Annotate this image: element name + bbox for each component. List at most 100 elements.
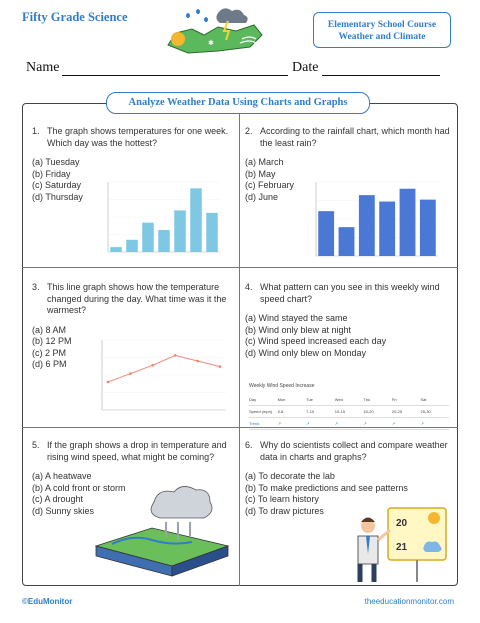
date-label: Date [292,60,319,75]
answer-option[interactable]: (d) Thursday [32,191,83,202]
answer-option[interactable]: (a) March [245,157,284,167]
question-6: 6. Why do scientists collect and compare … [245,440,450,517]
wind-table-cell: Day [249,397,257,402]
answer-option[interactable]: (d) June [245,191,279,202]
weather-presenter-illustration: 20 21 [357,507,447,582]
question-text: This line graph shows how the temperatur… [47,282,227,315]
section-title: Analyze Weather Data Using Charts and Gr… [106,92,370,114]
temperature-bar-chart [107,181,220,253]
footer-copyright: ©EduMonitor [22,597,73,606]
answer-option[interactable]: (c) Saturday [32,180,82,190]
wind-table-cell: 15-20 [363,409,374,414]
wind-table-cell: Mon [277,397,286,402]
wind-table-cell: 25-30 [420,409,431,414]
answer-option[interactable]: (a) 8 AM [32,324,67,335]
chart-point [129,372,132,375]
answer-option[interactable]: (c) February [245,180,295,190]
question-text: Why do scientists collect and compare we… [260,440,448,462]
column-divider [239,112,240,586]
question-number: 2. [245,126,253,136]
brand-title: Fifty Grade Science [22,10,128,24]
wind-table-cell: Fri [391,397,397,402]
chart-bar [158,229,170,252]
svg-text:✱: ✱ [208,39,214,47]
question-3: 3. This line graph shows how the temperat… [32,282,232,371]
answer-option[interactable]: (c) To learn history [245,494,319,504]
wind-table-cell: Tue [306,397,313,402]
answer-option[interactable]: (b) Friday [32,168,71,179]
wind-table-cell: ↗ [363,421,367,426]
course-line-1: Elementary School Course [327,20,437,30]
question-number: 1. [32,126,40,136]
answer-option[interactable]: (b) 12 PM [32,336,72,346]
question-text: According to the rainfall chart, which m… [260,126,450,148]
question-5: 5. If the graph shows a drop in temperatu… [32,440,232,517]
name-label: Name [26,60,60,75]
question-number: 5. [32,440,40,450]
board-temp-bottom: 21 [396,542,408,553]
board-temp-top: 20 [396,518,408,529]
wind-table-cell: 20-25 [391,409,403,414]
chart-point [173,354,177,357]
chart-bar [338,227,355,256]
chart-line [107,354,221,383]
chart-bar [174,210,186,252]
answer-option[interactable]: (c) A drought [32,494,84,504]
answer-option[interactable]: (d) Sunny skies [32,505,95,516]
chart-bar [110,247,122,252]
footer-website[interactable]: theeducationmonitor.com [364,597,454,606]
chart-bar [126,239,138,252]
answer-option[interactable]: (a) A heatwave [32,471,92,481]
wind-table-cell: Wed [334,397,343,402]
question-number: 6. [245,440,253,450]
answer-option[interactable]: (d) Wind only blew on Monday [245,347,367,358]
chart-bar [399,188,416,256]
answer-option[interactable]: (a) Wind stayed the same [245,313,348,323]
chart-point [151,363,155,367]
wind-table-cell: Speed (mph) [249,409,273,414]
chart-bar [190,188,202,252]
wind-table-row: Day Mon Tue Wed Thu Fri Sat [249,394,449,406]
wind-table-cell: ↗ [420,421,424,426]
wind-table-cell: Sat [420,397,427,402]
question-4: 4. What pattern can you see in this weekl… [245,282,450,359]
wind-table-cell: ↗ [391,421,396,426]
wind-table-cell: ↗ [277,421,281,426]
question-2: 2. According to the rainfall chart, which… [245,126,450,203]
chart-bar [419,199,436,256]
row-divider [22,427,458,428]
question-1: 1. The graph shows temperatures for one w… [32,126,232,203]
wind-table-cell: ↗ [306,421,310,426]
answer-option[interactable]: (c) 2 PM [32,347,67,358]
chart-point [106,380,110,384]
answer-option[interactable]: (a) Tuesday [32,157,80,167]
question-number: 3. [32,282,40,292]
chart-bar [142,222,154,252]
question-text: The graph shows temperatures for one wee… [47,126,229,148]
answer-option[interactable]: (b) May [245,168,276,179]
wind-table-row: Speed (mph) 5-8 7-10 10-15 15-20 20-25 25-30 [249,406,449,418]
answer-option[interactable]: (a) To decorate the lab [245,471,335,481]
wind-table-cell: 7-10 [306,409,315,414]
question-number: 4. [245,282,253,292]
weather-map-illustration: ✱ [167,8,263,54]
wind-table-title: Weekly Wind Speed Increase [249,383,315,389]
wind-speed-table: Weekly Wind Speed Increase Day Mon Tue Wed T… [249,383,449,430]
answer-option[interactable]: (b) A cold front or storm [32,482,126,493]
wind-table-cell: 10-15 [334,409,345,414]
course-line-2: Weather and Climate [338,32,426,42]
chart-bar [358,195,375,256]
wind-table-cell: Trend [249,421,260,426]
date-field[interactable] [322,75,440,76]
answer-option[interactable]: (d) To draw pictures [245,505,324,516]
answer-option[interactable]: (b) To make predictions and see patterns [245,482,408,493]
wind-table-cell: 5-8 [277,409,284,414]
question-text: What pattern can you see in this weekly … [260,282,440,304]
name-field[interactable] [62,75,288,76]
answer-option[interactable]: (d) 6 PM [32,359,67,369]
storm-cloud-illustration [94,486,230,577]
answer-option[interactable]: (b) Wind only blew at night [245,324,352,335]
row-divider [22,267,458,268]
chart-bar [318,211,335,256]
answer-option[interactable]: (c) Wind speed increased each day [245,336,387,346]
